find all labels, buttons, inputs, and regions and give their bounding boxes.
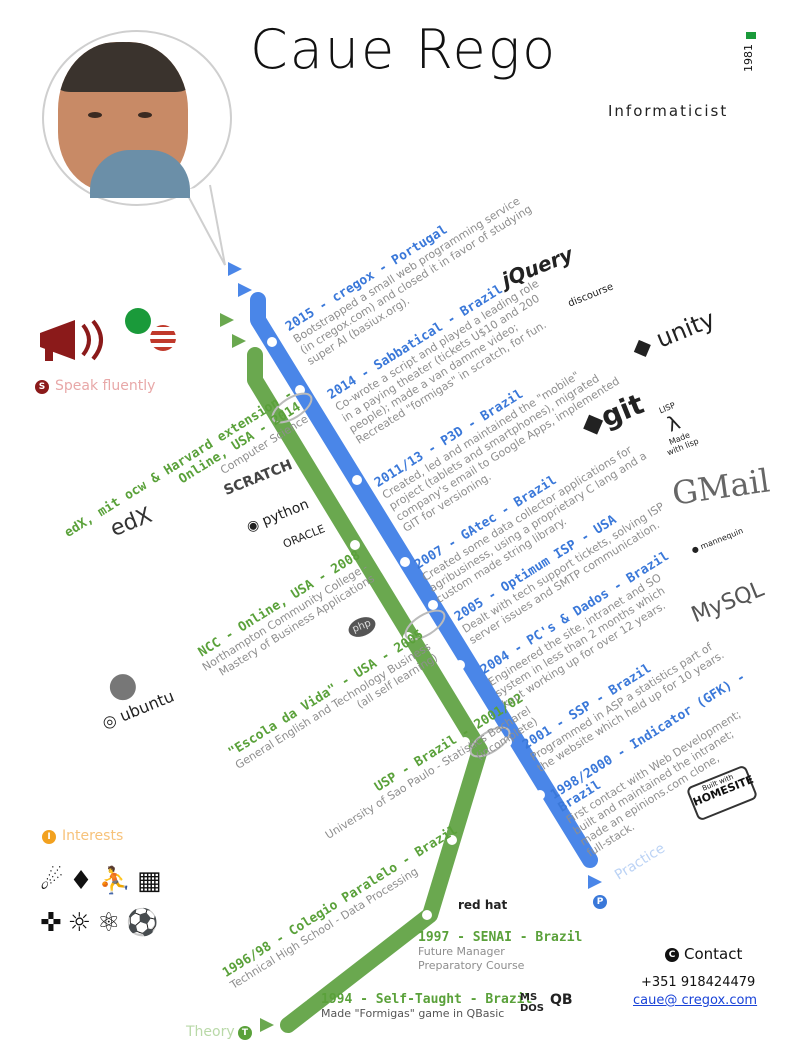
- station-dot: [298, 992, 308, 1002]
- theory-legend-label: Theory: [186, 1024, 235, 1040]
- interchange-2001: [469, 726, 511, 758]
- station-dot: [267, 337, 277, 347]
- station-dot: [502, 737, 512, 747]
- theory-arrow-top-2: [232, 334, 246, 348]
- theory-entry-1997: 1997 - SENAI - Brazil Future Manager Prep…: [418, 930, 582, 973]
- gamepad-icon: ✜: [40, 908, 68, 938]
- kick-icon: ☄: [40, 866, 70, 896]
- theory-arrow-top-1: [220, 313, 234, 327]
- speak-legend-label: Speak fluently: [55, 378, 156, 394]
- interchange-2014: [271, 392, 313, 424]
- contact-legend-icon: C: [665, 948, 679, 962]
- entry-title: 1994 - Self-Taught - Brazil: [321, 992, 533, 1007]
- interests-legend-label: Interests: [62, 828, 124, 844]
- soccer-icon: ⚽: [126, 908, 165, 938]
- practice-arrow-top-2: [238, 283, 252, 297]
- brazil-flag-icon: [746, 32, 756, 39]
- station-dot: [422, 910, 432, 920]
- atom-icon: ⚛: [97, 908, 127, 938]
- station-dot: [350, 540, 360, 550]
- theory-entry-1994: 1994 - Self-Taught - Brazil Made "Formig…: [321, 992, 532, 1020]
- interchange-2005: [404, 609, 446, 641]
- megaphone-icon: [35, 315, 115, 365]
- station-dot: [278, 400, 288, 410]
- redhat-logo: red hat: [458, 898, 508, 912]
- interests-legend-icon: I: [42, 830, 56, 844]
- practice-stations: [267, 337, 545, 800]
- theory-arrow-end: [260, 1018, 274, 1032]
- speak-legend-icon: S: [35, 380, 49, 394]
- entry-desc: Made "Formigas" game in QBasic: [321, 1007, 505, 1020]
- usa-flag-icon: [150, 325, 176, 351]
- role-title: Informaticist: [608, 102, 729, 120]
- phone-number: +351 918424479: [641, 975, 756, 990]
- apple-icon: ●: [108, 665, 138, 705]
- station-dot: [460, 737, 470, 747]
- practice-arrow-end: [588, 875, 602, 889]
- station-dot: [295, 385, 305, 395]
- station-dot: [428, 600, 438, 610]
- email-link[interactable]: caue@ cregox.com: [633, 993, 758, 1008]
- birth-year: 1981: [742, 44, 755, 72]
- practice-arrow-top-1: [228, 262, 242, 276]
- practice-line: [250, 292, 598, 868]
- msdos-logo: MS DOS: [520, 992, 545, 1014]
- theory-line: [247, 347, 488, 1033]
- entry-desc: Future Manager Preparatory Course: [418, 945, 525, 972]
- theory-legend-icon: T: [238, 1026, 252, 1040]
- qbasic-logo: QB: [550, 992, 573, 1008]
- contact-label: Contact: [684, 945, 743, 963]
- entry-title: 1997 - SENAI - Brazil: [418, 930, 583, 945]
- basketball-icon: ⛹: [98, 866, 137, 896]
- station-dot: [535, 790, 545, 800]
- brazil-flag-icon: [125, 308, 151, 334]
- interests-icons: ☄♦⛹▦ ✜☼⚛⚽: [40, 860, 168, 944]
- cards-icon: ♦: [69, 866, 99, 896]
- station-dot: [352, 475, 362, 485]
- station-dot: [400, 557, 410, 567]
- avatar-shirt: [90, 150, 190, 198]
- station-dot: [455, 660, 465, 670]
- person-name: Caue Rego: [250, 18, 558, 81]
- station-dot: [447, 835, 457, 845]
- bulb-icon: ☼: [67, 908, 98, 938]
- film-icon: ▦: [137, 866, 168, 896]
- bubble-tail: [184, 184, 226, 266]
- practice-legend-icon: P: [593, 895, 607, 909]
